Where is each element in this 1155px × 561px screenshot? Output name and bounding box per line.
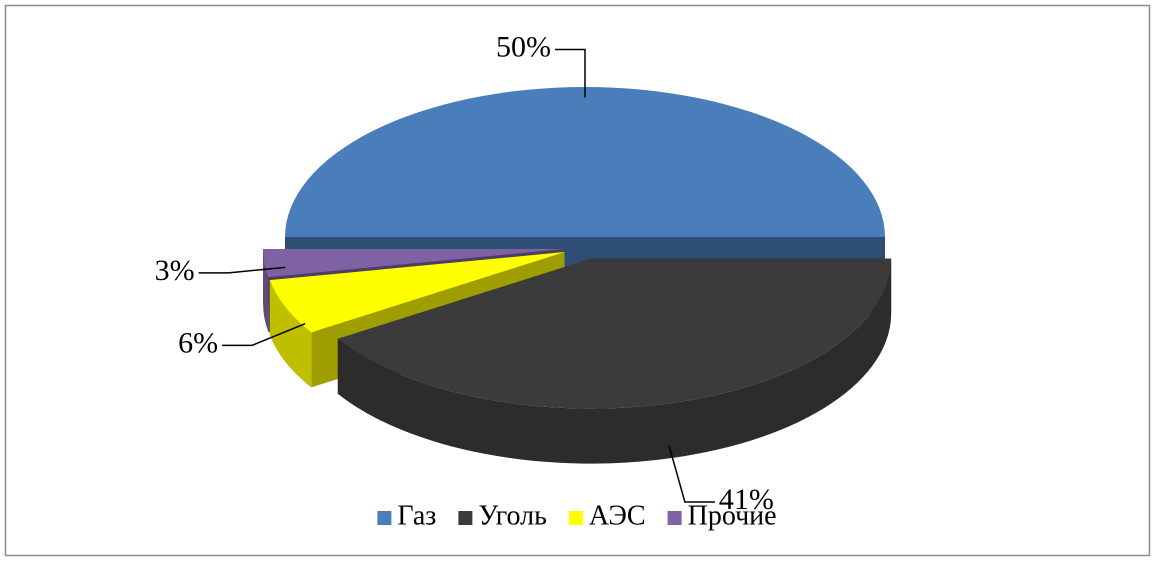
legend-swatch — [458, 511, 473, 525]
leader-line — [555, 48, 586, 98]
leader-line — [668, 445, 715, 503]
legend-label: Уголь — [478, 500, 547, 531]
data-label: 6% — [178, 326, 218, 359]
data-label: 3% — [155, 254, 195, 287]
slice-side — [337, 258, 892, 464]
slice-top — [285, 87, 885, 237]
data-label: 41% — [719, 483, 774, 516]
leader-line — [198, 266, 286, 274]
slice-top — [337, 258, 892, 409]
pie-slice — [337, 258, 892, 464]
slice-side — [269, 280, 312, 388]
legend-label: Прочие — [688, 500, 777, 531]
legend-label: АЭС — [589, 500, 646, 531]
slice-top — [269, 252, 565, 333]
leader-line — [222, 322, 306, 347]
data-label: 50% — [496, 30, 551, 63]
legend-swatch — [568, 511, 583, 525]
legend-swatch — [377, 511, 392, 525]
legend-swatch — [667, 511, 682, 525]
slice-top — [263, 249, 564, 278]
legend-label: Газ — [397, 500, 436, 531]
